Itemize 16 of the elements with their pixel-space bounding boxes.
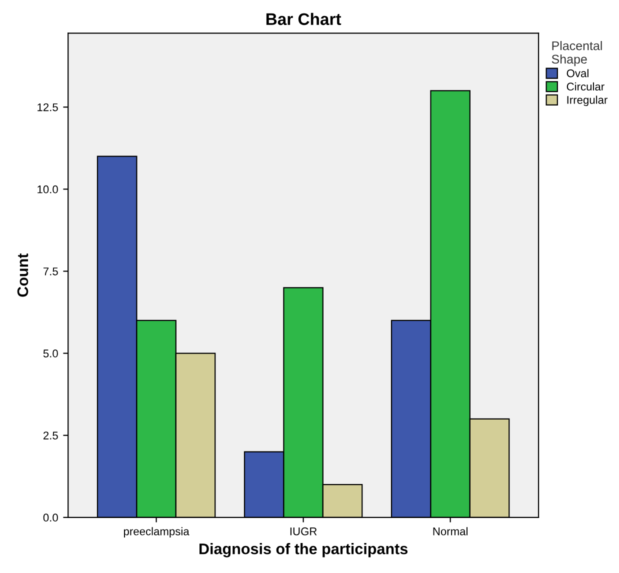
y-tick-label: 0.0 xyxy=(43,514,58,522)
y-axis-title: Count xyxy=(17,253,28,297)
x-tick-label: preeclampsia xyxy=(124,527,190,538)
y-tick-label: 7.5 xyxy=(43,268,58,276)
y-tick-label: 12.5 xyxy=(38,103,58,112)
x-tick-label: Normal xyxy=(433,527,468,536)
legend-label: Oval xyxy=(566,69,588,78)
chart-title: Bar Chart xyxy=(266,12,342,26)
x-axis-title: Diagnosis of the participants xyxy=(200,543,408,558)
y-tick-label: 10.0 xyxy=(38,185,58,194)
y-tick-label: 5.0 xyxy=(43,350,58,358)
x-tick-label: IUGR xyxy=(290,527,317,536)
legend-title: Placental Shape xyxy=(552,41,602,66)
y-tick-label: 2.5 xyxy=(43,432,58,440)
legend-label: Circular xyxy=(566,82,604,91)
legend-label: Irregular xyxy=(567,96,608,106)
